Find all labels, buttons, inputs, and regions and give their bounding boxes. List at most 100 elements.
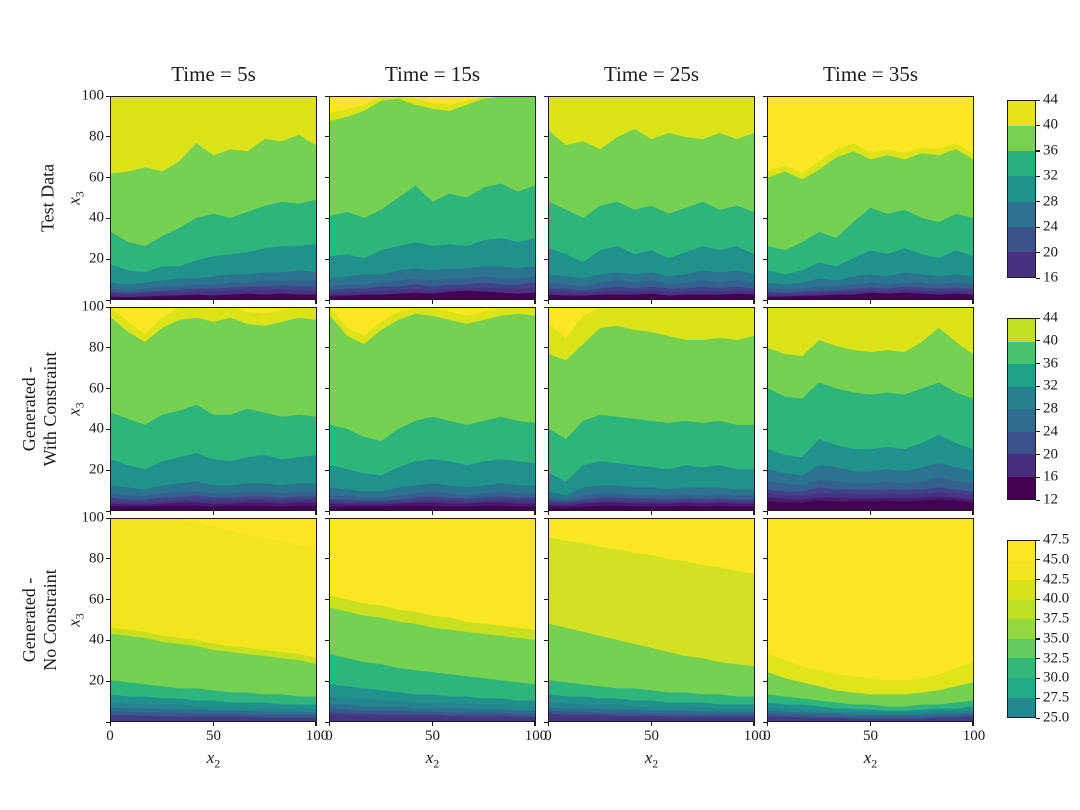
x-tick-label: 50 <box>644 728 659 744</box>
y-tick-mark <box>106 347 110 349</box>
y-tick-mark <box>544 510 548 512</box>
y-tick-mark <box>106 510 110 512</box>
colorbar-band <box>1008 201 1035 227</box>
y-tick-mark <box>106 95 110 97</box>
x-tick-label: 50 <box>425 728 440 744</box>
x-axis-label: x2 <box>645 748 659 771</box>
y-tick-mark <box>325 258 329 260</box>
x-tick-mark <box>329 722 331 726</box>
y-tick-mark <box>325 347 329 349</box>
x-tick-mark <box>110 722 112 726</box>
x-tick-mark <box>767 722 769 726</box>
contour-band <box>549 716 754 721</box>
x-axis-label: x2 <box>864 748 878 771</box>
x-tick-mark <box>329 300 331 304</box>
y-tick-mark <box>763 258 767 260</box>
colorbar-band <box>1008 364 1035 387</box>
y-axis-label: x3 <box>64 191 87 205</box>
x-tick-mark <box>753 511 755 515</box>
colorbar-tick-label: 32 <box>1043 167 1058 184</box>
column-title: Time = 25s <box>603 62 700 86</box>
colorbar-tick-label: 32.5 <box>1043 650 1070 667</box>
y-tick-mark <box>325 217 329 220</box>
contour-canvas <box>549 97 754 299</box>
x-tick-mark <box>767 511 769 515</box>
y-tick-label: 100 <box>81 298 105 315</box>
colorbar-tick-label: 20 <box>1043 244 1058 261</box>
x-tick-label: 50 <box>206 728 221 744</box>
y-tick-mark <box>325 428 329 431</box>
colorbar-tick-label: 24 <box>1043 423 1058 440</box>
y-tick-mark <box>544 558 548 560</box>
colorbar-tick-mark <box>1036 363 1040 365</box>
colorbar-band <box>1008 126 1035 152</box>
colorbar-tick-mark <box>1036 99 1040 101</box>
axis-label-subscript: 2 <box>214 756 221 771</box>
y-tick-mark <box>325 95 329 97</box>
colorbar-tick-label: 44 <box>1043 309 1058 326</box>
colorbar <box>1007 540 1036 718</box>
colorbar-tick-label: 42.5 <box>1043 571 1070 588</box>
y-tick-mark <box>106 639 110 642</box>
x-tick-mark <box>650 300 652 304</box>
colorbar-tick-mark <box>1036 499 1040 501</box>
y-tick-mark <box>544 177 548 179</box>
y-tick-mark <box>544 680 548 682</box>
colorbar-tick-mark <box>1036 277 1040 279</box>
colorbar-tick-label: 28 <box>1043 400 1058 417</box>
column-title: Time = 15s <box>384 62 481 86</box>
colorbar-band <box>1008 560 1035 581</box>
contour-canvas <box>768 97 973 299</box>
x-tick-mark <box>548 722 550 726</box>
y-tick-label: 60 <box>89 591 104 608</box>
y-tick-mark <box>544 136 548 138</box>
column-title: Time = 35s <box>822 62 919 86</box>
y-tick-mark <box>325 177 329 179</box>
axis-label-base: x <box>64 408 84 416</box>
colorbar-band <box>1008 151 1035 177</box>
colorbar-tick-label: 36 <box>1043 355 1058 371</box>
row-label: Test Data <box>37 163 58 233</box>
y-tick-label: 80 <box>89 339 104 356</box>
row-label: Generated - No Constraint <box>19 569 60 671</box>
axis-label-subscript: 2 <box>433 756 440 771</box>
x-tick-mark <box>110 511 112 515</box>
y-tick-mark <box>325 680 329 682</box>
y-tick-mark <box>544 347 548 349</box>
colorbar-tick-mark <box>1036 476 1040 478</box>
colorbar-tick-label: 12 <box>1043 491 1058 508</box>
y-tick-mark <box>544 428 548 431</box>
y-tick-label: 40 <box>89 420 104 437</box>
y-tick-mark <box>325 306 329 308</box>
colorbar-tick-mark <box>1036 559 1040 561</box>
axis-label-base: x <box>644 748 653 767</box>
colorbar-tick-mark <box>1036 579 1040 581</box>
y-tick-mark <box>106 388 110 390</box>
x-tick-label: 100 <box>524 728 548 744</box>
x-tick-mark <box>767 300 769 304</box>
contour-canvas <box>111 97 316 299</box>
colorbar-band <box>1008 431 1035 454</box>
colorbar-tick-label: 27.5 <box>1043 689 1070 706</box>
colorbar-band <box>1008 454 1035 477</box>
y-tick-label: 20 <box>89 672 104 689</box>
y-tick-mark <box>325 721 329 723</box>
axis-label-base: x <box>64 619 84 627</box>
colorbar-tick-label: 25.0 <box>1043 709 1070 726</box>
colorbar-tick-mark <box>1036 454 1040 456</box>
colorbar-band <box>1008 697 1035 718</box>
y-tick-mark <box>325 639 329 642</box>
colorbar-tick-label: 37.5 <box>1043 610 1070 627</box>
y-tick-mark <box>325 299 329 301</box>
colorbar-tick-mark <box>1036 201 1040 203</box>
colorbar-tick-mark <box>1036 658 1040 660</box>
colorbar-tick-label: 35.0 <box>1043 630 1070 647</box>
y-tick-mark <box>106 469 110 471</box>
x-axis-label: x2 <box>426 748 440 771</box>
y-tick-mark <box>763 599 767 601</box>
colorbar-tick-label: 20 <box>1043 446 1058 462</box>
colorbar-tick-mark <box>1036 317 1040 319</box>
x-tick-label: 100 <box>305 728 329 744</box>
y-tick-label: 40 <box>89 631 104 648</box>
contour-band <box>549 505 754 510</box>
